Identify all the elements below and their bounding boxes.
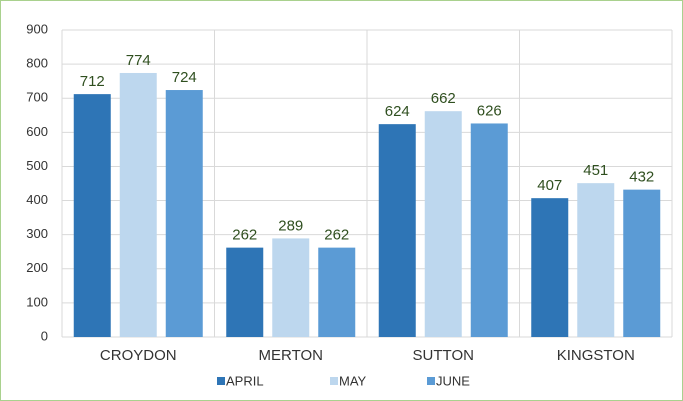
y-tick-label: 400 <box>26 192 48 207</box>
bar <box>73 94 111 337</box>
data-label: 262 <box>232 227 257 244</box>
y-tick-label: 300 <box>26 226 48 241</box>
bar <box>378 124 416 337</box>
y-tick-label: 700 <box>26 90 48 105</box>
bar <box>272 238 310 337</box>
data-label: 724 <box>172 69 197 86</box>
data-label: 432 <box>629 169 654 186</box>
y-tick-label: 0 <box>41 328 48 343</box>
legend-swatch <box>427 377 435 385</box>
y-tick-label: 500 <box>26 158 48 173</box>
x-tick-label: KINGSTON <box>557 347 635 364</box>
legend-swatch <box>330 377 338 385</box>
bar <box>577 183 615 337</box>
bar <box>318 247 356 337</box>
data-label: 262 <box>324 227 349 244</box>
bar <box>424 111 462 337</box>
legend-swatch <box>217 377 225 385</box>
x-tick-label: CROYDON <box>100 347 177 364</box>
y-tick-label: 800 <box>26 56 48 71</box>
data-label: 712 <box>80 73 105 90</box>
data-label: 774 <box>126 52 151 69</box>
x-tick-label: MERTON <box>259 347 323 364</box>
y-tick-label: 100 <box>26 294 48 309</box>
bar <box>470 123 508 337</box>
data-label: 289 <box>278 217 303 234</box>
bar <box>531 198 569 337</box>
y-tick-label: 900 <box>26 21 48 36</box>
legend-label: MAY <box>339 373 367 388</box>
data-label: 407 <box>537 177 562 194</box>
bar <box>623 189 661 337</box>
y-tick-label: 600 <box>26 124 48 139</box>
data-label: 451 <box>583 162 608 179</box>
bar <box>226 247 264 337</box>
legend-label: APRIL <box>226 373 264 388</box>
bar <box>119 72 157 337</box>
y-tick-label: 200 <box>26 260 48 275</box>
data-label: 662 <box>431 90 456 107</box>
legend-label: JUNE <box>436 373 470 388</box>
data-label: 626 <box>477 102 502 119</box>
data-label: 624 <box>385 103 410 120</box>
bar <box>165 90 203 337</box>
x-tick-label: SUTTON <box>413 347 474 364</box>
